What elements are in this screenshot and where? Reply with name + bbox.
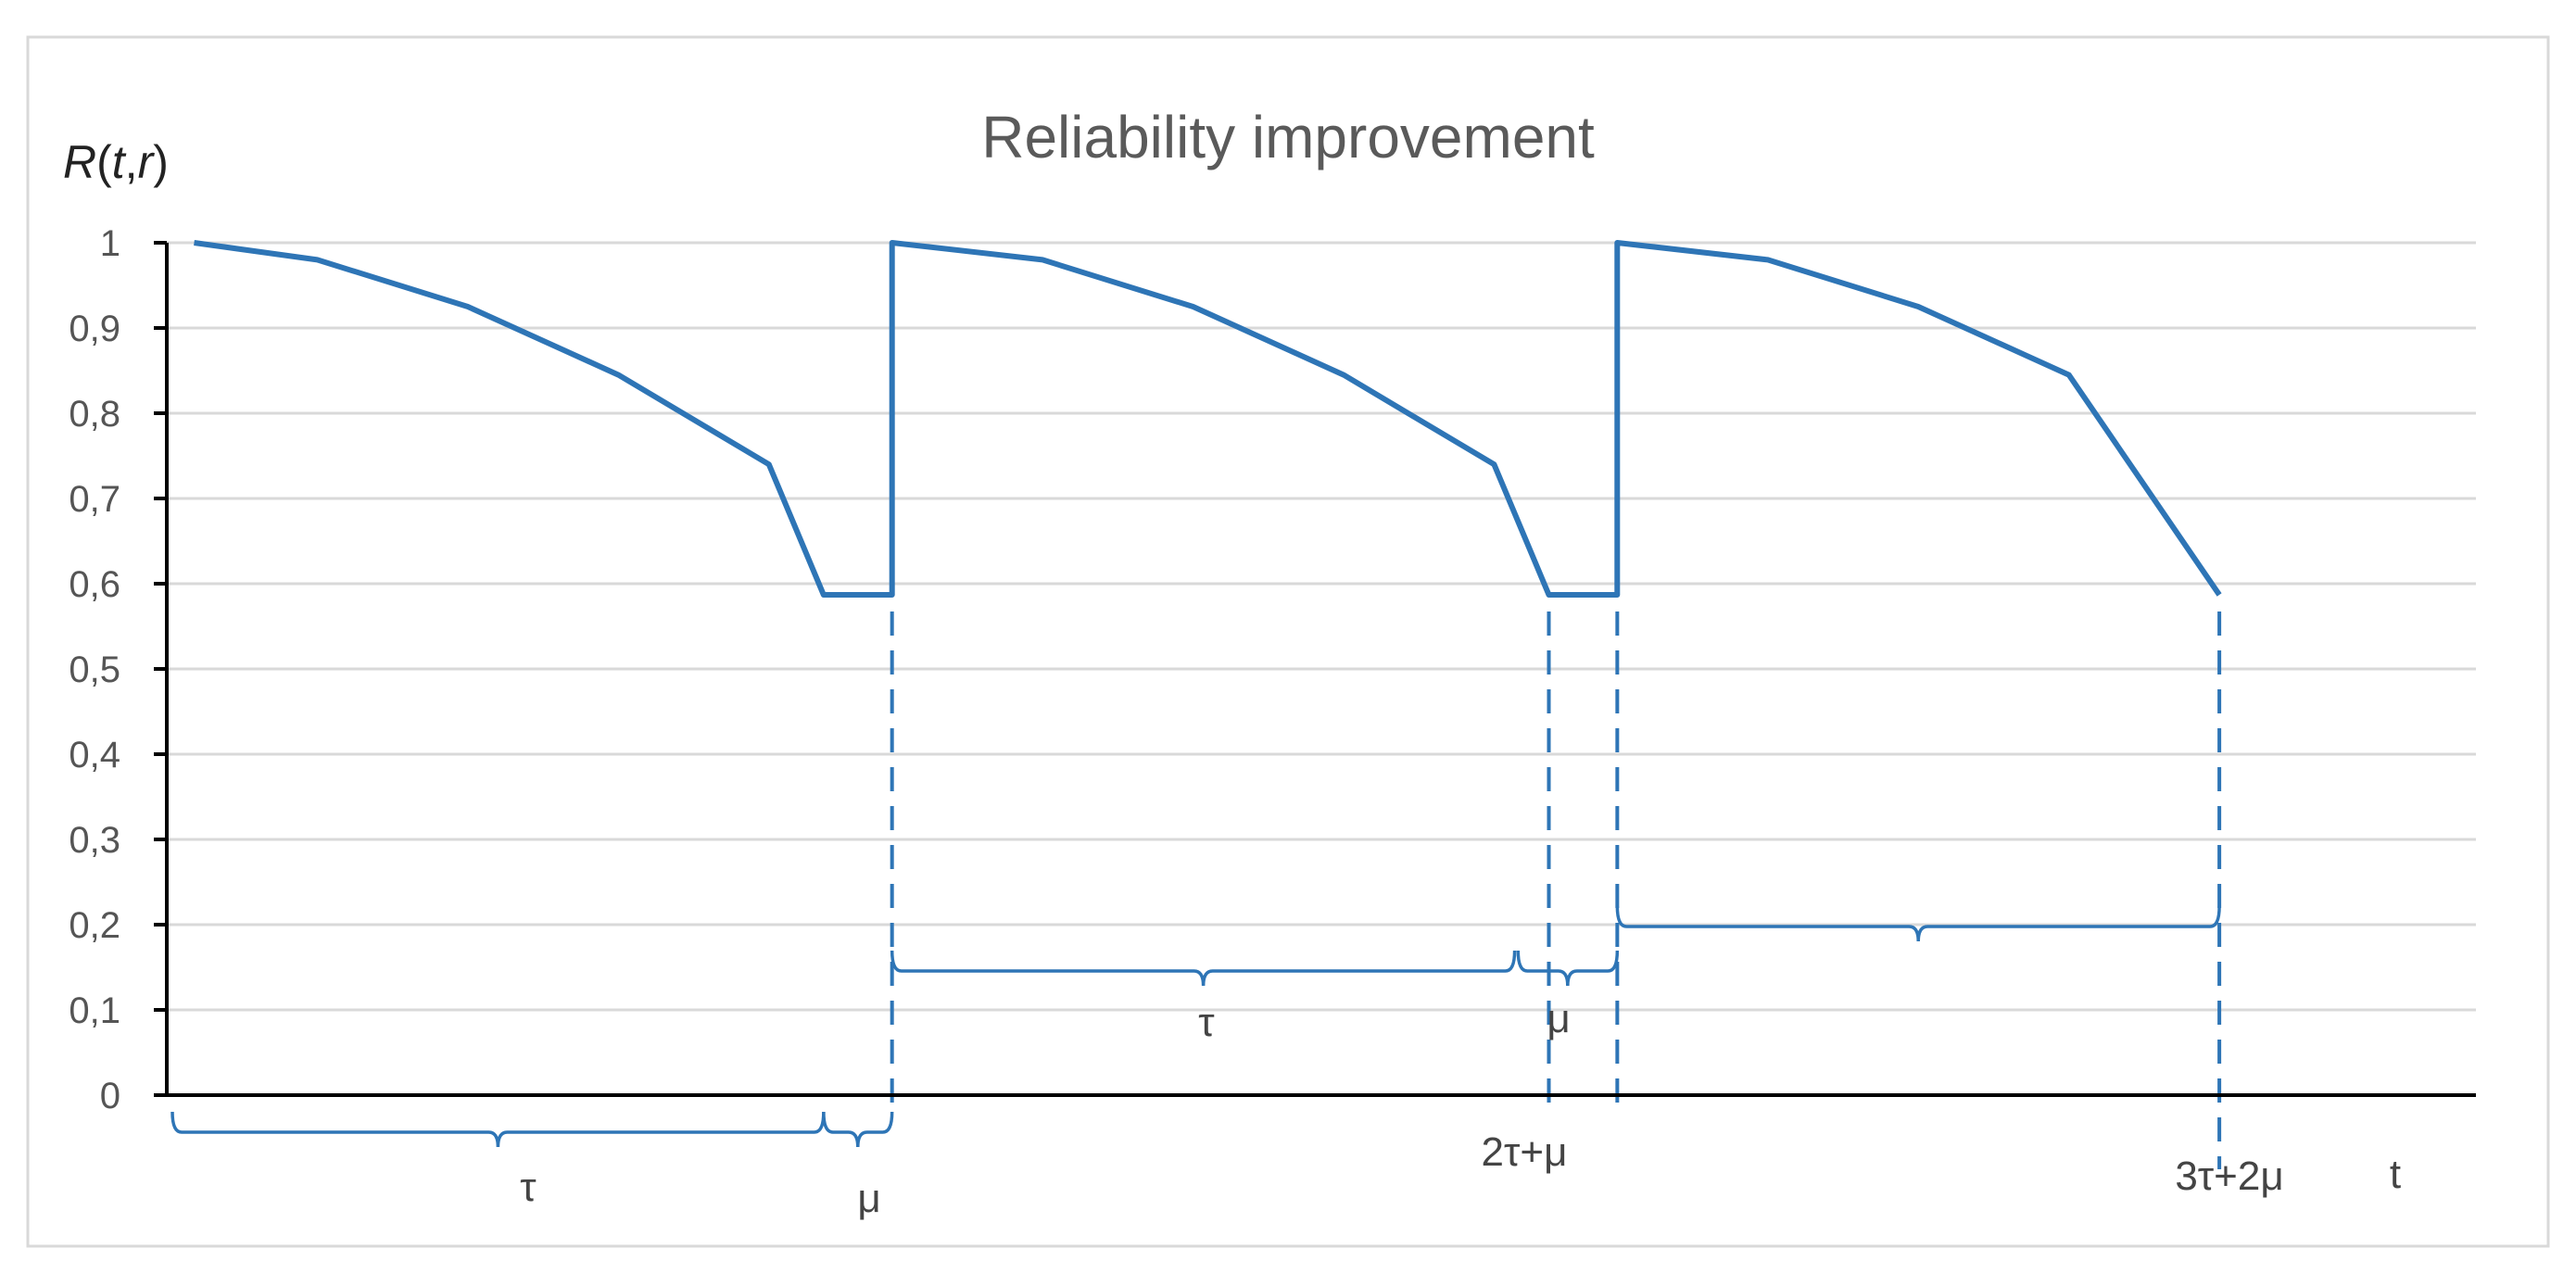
chart-frame	[26, 35, 2550, 1248]
y-tick-label: 0,7	[69, 479, 120, 520]
y-label-r: R	[63, 136, 96, 188]
y-tick-label: 0,1	[69, 990, 120, 1031]
y-label-close: )	[153, 136, 169, 188]
brace-mu-1	[822, 1111, 894, 1148]
label-mu-2: μ	[1547, 996, 1570, 1041]
y-tick-label: 0,5	[69, 649, 120, 690]
reliability-curve	[194, 240, 2222, 598]
y-tick-label: 1	[100, 223, 120, 264]
y-tick-labels: 0 0,1 0,2 0,3 0,4 0,5 0,6 0,7 0,8 0,9 1	[69, 223, 167, 1116]
label-3tau-2mu: 3τ+2μ	[2175, 1154, 2283, 1199]
brace-tau-1	[170, 1111, 826, 1148]
chart-title: Reliability improvement	[981, 104, 1595, 170]
x-axis-label: t	[2390, 1152, 2401, 1197]
interval-braces	[170, 905, 2221, 1148]
brace-mu-2	[1516, 950, 1620, 987]
label-tau-1: τ	[520, 1165, 537, 1210]
y-axis-label: R(t,r)	[63, 136, 169, 188]
y-tick-label: 0,8	[69, 394, 120, 435]
y-tick-label: 0,6	[69, 564, 120, 605]
y-tick-label: 0,2	[69, 905, 120, 946]
brace-tau-3	[1615, 905, 2221, 942]
label-mu-1: μ	[857, 1176, 880, 1221]
y-label-t: t	[112, 136, 127, 188]
brace-tau-2	[890, 950, 1517, 987]
gridlines	[167, 241, 2476, 1012]
label-tau-2: τ	[1198, 1000, 1215, 1045]
y-tick-label: 0,4	[69, 735, 120, 775]
y-label-open: (	[96, 136, 112, 188]
y-tick-label: 0	[100, 1076, 120, 1116]
y-tick-label: 0,3	[69, 820, 120, 861]
y-label-comma: ,	[125, 136, 138, 188]
label-2tau-mu: 2τ+μ	[1482, 1129, 1568, 1175]
reference-lines	[890, 611, 2222, 1169]
y-label-r2: r	[138, 136, 156, 188]
y-tick-label: 0,9	[69, 309, 120, 349]
